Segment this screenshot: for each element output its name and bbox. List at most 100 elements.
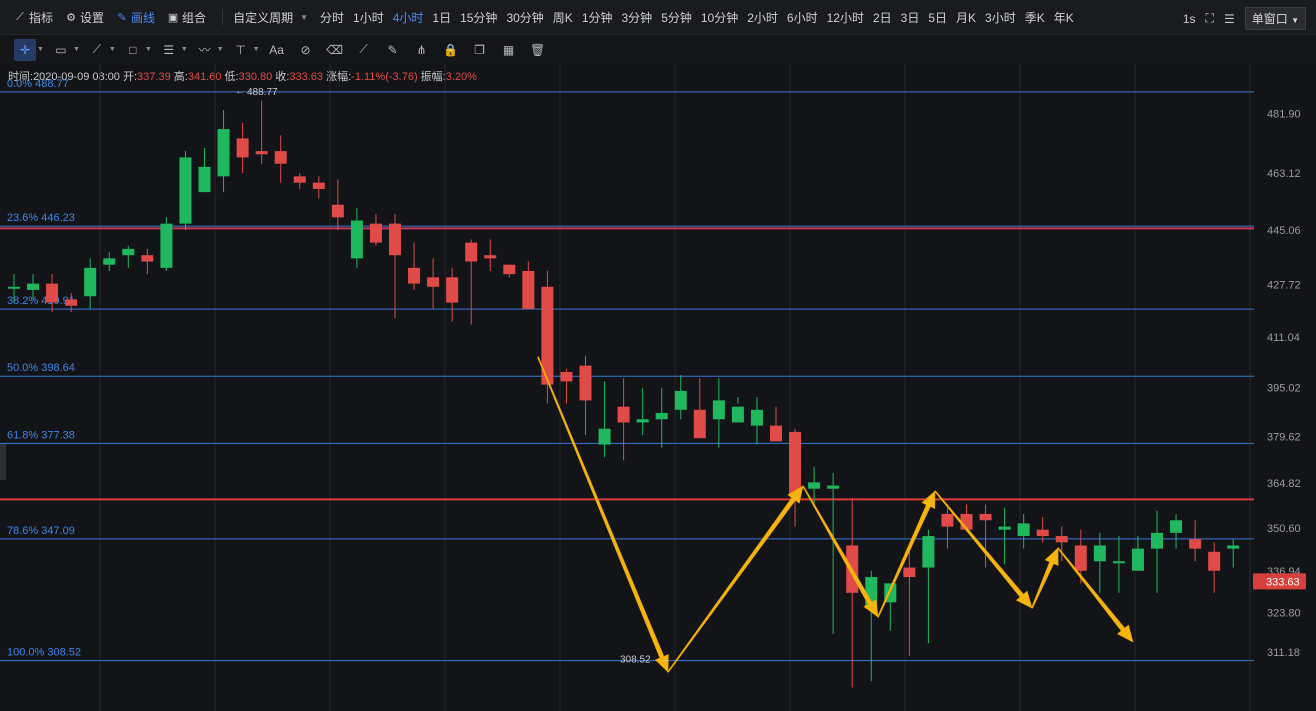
side-collapse-handle[interactable] (0, 444, 6, 480)
candle-body (1208, 551, 1221, 571)
eraser-icon[interactable]: ⌫ (326, 42, 344, 57)
ohlc-info: 时间:2020-09-09 08:00 开:337.39 高:341.60 低:… (8, 68, 477, 84)
period-3[interactable]: 1日 (432, 10, 452, 25)
current-price-label: 333.63 (1266, 576, 1300, 588)
magnet-icon[interactable]: ⊘ (300, 42, 311, 57)
chevron-down-icon[interactable]: ▼ (72, 46, 80, 53)
period-1[interactable]: 1小时 (353, 10, 384, 25)
price-chart[interactable]: 481.90 463.12 445.06 427.72 411.04 395.02 379.… (0, 64, 1316, 711)
candle-body (65, 299, 78, 306)
pencil-icon: ✎ (117, 11, 127, 24)
price-axis-label: 379.62 (1267, 431, 1301, 443)
period-5[interactable]: 30分钟 (506, 10, 544, 25)
period-16[interactable]: 5日 (928, 10, 948, 25)
trend-arrow[interactable] (1057, 547, 1134, 643)
fib-tools-icon[interactable]: ⟋ (92, 42, 102, 56)
trend-arrow[interactable] (934, 490, 1033, 609)
period-19[interactable]: 季K (1024, 10, 1045, 25)
price-axis-label: 427.72 (1267, 279, 1301, 291)
pencil-icon[interactable]: ✎ (387, 42, 398, 57)
period-7[interactable]: 1分钟 (581, 10, 613, 25)
custom-period-dropdown[interactable]: 自定义周期 ▼ (233, 9, 308, 26)
lock-icon[interactable]: 🔒 (443, 42, 459, 57)
settings-button[interactable]: ⚙ 设置 (65, 9, 104, 26)
period-2[interactable]: 4小时 (392, 10, 424, 25)
candle-body (998, 526, 1011, 530)
ruler-icon[interactable]: ⟋ (359, 42, 368, 56)
candle-body (312, 182, 325, 189)
period-0[interactable]: 分时 (320, 10, 345, 25)
period-18[interactable]: 3小时 (985, 10, 1016, 25)
candle-body (522, 270, 535, 309)
price-axis-label: 364.82 (1267, 478, 1301, 490)
candle-body (770, 425, 782, 442)
text-icon[interactable]: Aa (269, 42, 284, 57)
settings-small-icon[interactable]: ☰ (1223, 11, 1235, 26)
fib-label: 61.8% 377.38 (7, 429, 75, 441)
gear-icon: ⚙ (66, 11, 76, 24)
chevron-down-icon[interactable]: ▼ (252, 46, 260, 53)
period-12[interactable]: 6小时 (786, 10, 818, 25)
trend-arrow[interactable] (802, 485, 879, 618)
candle-body (617, 406, 630, 423)
measure-icon[interactable]: ⊤ (235, 42, 246, 57)
period-9[interactable]: 5分钟 (661, 10, 692, 25)
trend-arrow[interactable] (877, 490, 936, 618)
chevron-down-icon[interactable]: ▼ (37, 46, 44, 53)
hide-icon[interactable]: ▦ (502, 42, 515, 57)
period-11[interactable]: 2小时 (747, 10, 778, 25)
period-17[interactable]: 月K (956, 10, 977, 25)
custom-period-label: 自定义周期 (233, 10, 294, 25)
period-14[interactable]: 2日 (872, 10, 892, 25)
open-value: 337.39 (137, 71, 171, 83)
period-13[interactable]: 12小时 (826, 10, 864, 25)
period-20[interactable]: 年K (1053, 10, 1074, 25)
period-15[interactable]: 3日 (900, 10, 920, 25)
combo-button[interactable]: ▣ 组合 (167, 9, 206, 26)
change-value: -1.11%(-3.76) (351, 71, 418, 83)
chevron-down-icon[interactable]: ▼ (180, 46, 188, 53)
candle-body (160, 223, 173, 268)
line-tools-icon[interactable]: ▭ (55, 42, 67, 57)
chevron-down-icon[interactable]: ▼ (108, 46, 116, 53)
candle-body (141, 255, 154, 262)
trash-icon[interactable]: 🗑 (529, 42, 546, 57)
candle-body (350, 220, 363, 259)
candle-body (389, 223, 401, 256)
period-6[interactable]: 周K (552, 10, 573, 25)
candle-body (579, 365, 592, 401)
candle-body (808, 482, 821, 489)
trend-arrow[interactable] (537, 356, 669, 673)
wave-icon[interactable]: 〰 (198, 43, 211, 57)
candle-body (1112, 561, 1125, 564)
channel-icon[interactable]: ☰ (163, 42, 175, 57)
interval-button[interactable]: 1s (1182, 11, 1196, 26)
price-axis-label: 311.18 (1267, 647, 1300, 659)
indicator-button[interactable]: ⟋ 指标 (14, 9, 53, 26)
candle-body (1074, 545, 1087, 571)
period-8[interactable]: 3分钟 (621, 10, 653, 25)
candle-body (84, 267, 97, 297)
chevron-down-icon[interactable]: ▼ (216, 46, 224, 53)
candle-body (1131, 548, 1144, 571)
period-4[interactable]: 15分钟 (460, 10, 498, 25)
crosshair-icon[interactable]: ✛ (14, 38, 36, 61)
fullscreen-icon[interactable]: ⛶ (1205, 11, 1214, 25)
toolbar-divider (222, 9, 224, 25)
window-mode-select[interactable]: 单窗口 ▼ (1244, 7, 1306, 30)
candle-body (27, 283, 40, 290)
candle-body (636, 419, 649, 423)
open-label: 开: (122, 71, 138, 83)
pattern-icon[interactable]: ⋔ (416, 42, 427, 57)
period-10[interactable]: 10分钟 (700, 10, 739, 25)
draw-button[interactable]: ✎ 画线 (116, 9, 155, 26)
rectangle-icon[interactable]: □ (129, 42, 137, 57)
trend-arrow[interactable] (1031, 547, 1059, 609)
candle-body (427, 277, 440, 287)
chevron-down-icon[interactable]: ▼ (144, 46, 152, 53)
candle-body (731, 406, 744, 423)
copy-icon[interactable]: ❐ (474, 42, 485, 57)
amplitude-value: 3.20% (445, 71, 477, 83)
trend-arrow[interactable] (667, 485, 804, 673)
candle-body (484, 255, 497, 259)
